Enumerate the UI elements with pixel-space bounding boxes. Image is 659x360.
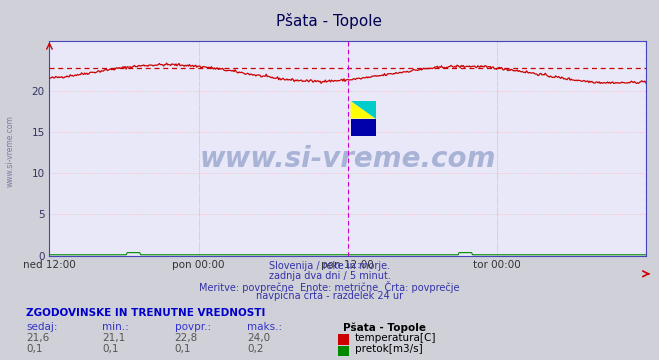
Text: 0,1: 0,1 [102, 344, 119, 354]
Text: Pšata - Topole: Pšata - Topole [277, 13, 382, 28]
Text: 0,1: 0,1 [26, 344, 43, 354]
Text: Slovenija / reke in morje.: Slovenija / reke in morje. [269, 261, 390, 271]
Text: www.si-vreme.com: www.si-vreme.com [5, 115, 14, 187]
Text: pretok[m3/s]: pretok[m3/s] [355, 344, 422, 354]
Polygon shape [351, 102, 376, 118]
Text: 21,6: 21,6 [26, 333, 49, 343]
Text: www.si-vreme.com: www.si-vreme.com [200, 145, 496, 173]
Text: navpična črta - razdelek 24 ur: navpična črta - razdelek 24 ur [256, 291, 403, 301]
Text: Meritve: povprečne  Enote: metrične  Črta: povprečje: Meritve: povprečne Enote: metrične Črta:… [199, 281, 460, 293]
Text: 21,1: 21,1 [102, 333, 125, 343]
Bar [351, 118, 376, 136]
Text: min.:: min.: [102, 322, 129, 332]
Polygon shape [351, 102, 376, 118]
Text: zadnja dva dni / 5 minut.: zadnja dva dni / 5 minut. [269, 271, 390, 281]
Text: povpr.:: povpr.: [175, 322, 211, 332]
Text: 0,2: 0,2 [247, 344, 264, 354]
Text: Pšata - Topole: Pšata - Topole [343, 322, 426, 333]
Text: temperatura[C]: temperatura[C] [355, 333, 436, 343]
Text: 0,1: 0,1 [175, 344, 191, 354]
Text: 24,0: 24,0 [247, 333, 270, 343]
Text: ZGODOVINSKE IN TRENUTNE VREDNOSTI: ZGODOVINSKE IN TRENUTNE VREDNOSTI [26, 308, 266, 318]
Text: 22,8: 22,8 [175, 333, 198, 343]
Text: maks.:: maks.: [247, 322, 282, 332]
Text: sedaj:: sedaj: [26, 322, 58, 332]
